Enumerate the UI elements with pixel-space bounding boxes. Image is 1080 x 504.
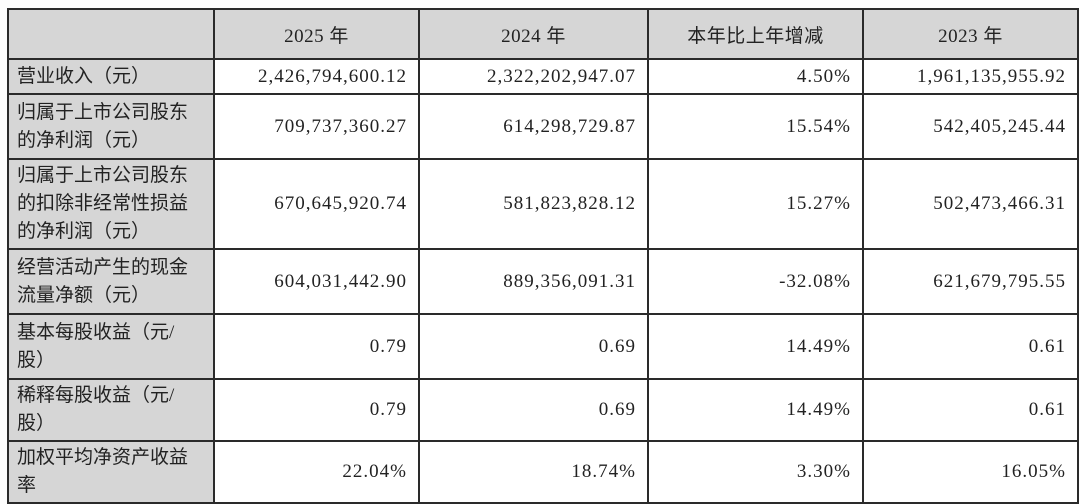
col-header-2024: 2024 年 bbox=[418, 8, 649, 60]
row-label-diluted-eps: 稀释每股收益（元/股） bbox=[7, 378, 215, 442]
value-cell: 604,031,442.90 bbox=[213, 248, 420, 315]
value-cell: 621,679,795.55 bbox=[862, 248, 1079, 315]
value-cell: 889,356,091.31 bbox=[418, 248, 649, 315]
row-label-net-profit-excl-nonrecurring: 归属于上市公司股东的扣除非经常性损益的净利润（元） bbox=[7, 158, 215, 250]
header-row: 2025 年 2024 年 本年比上年增减 2023 年 bbox=[7, 8, 1079, 60]
table-row: 归属于上市公司股东的扣除非经常性损益的净利润（元） 670,645,920.74… bbox=[7, 158, 1079, 250]
col-header-yoy-change: 本年比上年增减 bbox=[647, 8, 864, 60]
value-cell: 0.79 bbox=[213, 378, 420, 442]
value-cell: 15.27% bbox=[647, 158, 864, 250]
row-label-revenue: 营业收入（元） bbox=[7, 58, 215, 95]
value-cell: 18.74% bbox=[418, 440, 649, 504]
value-cell: 22.04% bbox=[213, 440, 420, 504]
value-cell: 0.69 bbox=[418, 378, 649, 442]
table-row: 营业收入（元） 2,426,794,600.12 2,322,202,947.0… bbox=[7, 58, 1079, 95]
value-cell: 0.61 bbox=[862, 378, 1079, 442]
value-cell: 0.69 bbox=[418, 313, 649, 380]
table-row: 稀释每股收益（元/股） 0.79 0.69 14.49% 0.61 bbox=[7, 378, 1079, 442]
value-cell: 0.61 bbox=[862, 313, 1079, 380]
col-header-2023: 2023 年 bbox=[862, 8, 1079, 60]
value-cell: 502,473,466.31 bbox=[862, 158, 1079, 250]
col-header-2025: 2025 年 bbox=[213, 8, 420, 60]
value-cell: 670,645,920.74 bbox=[213, 158, 420, 250]
row-label-basic-eps: 基本每股收益（元/股） bbox=[7, 313, 215, 380]
table-row: 归属于上市公司股东的净利润（元） 709,737,360.27 614,298,… bbox=[7, 93, 1079, 160]
value-cell: -32.08% bbox=[647, 248, 864, 315]
value-cell: 0.79 bbox=[213, 313, 420, 380]
table-row: 经营活动产生的现金流量净额（元） 604,031,442.90 889,356,… bbox=[7, 248, 1079, 315]
value-cell: 709,737,360.27 bbox=[213, 93, 420, 160]
value-cell: 15.54% bbox=[647, 93, 864, 160]
row-label-operating-cash-flow: 经营活动产生的现金流量净额（元） bbox=[7, 248, 215, 315]
value-cell: 542,405,245.44 bbox=[862, 93, 1079, 160]
value-cell: 2,322,202,947.07 bbox=[418, 58, 649, 95]
corner-header-cell bbox=[7, 8, 215, 60]
value-cell: 2,426,794,600.12 bbox=[213, 58, 420, 95]
value-cell: 4.50% bbox=[647, 58, 864, 95]
table-row: 基本每股收益（元/股） 0.79 0.69 14.49% 0.61 bbox=[7, 313, 1079, 380]
value-cell: 14.49% bbox=[647, 378, 864, 442]
row-label-net-profit: 归属于上市公司股东的净利润（元） bbox=[7, 93, 215, 160]
value-cell: 3.30% bbox=[647, 440, 864, 504]
value-cell: 16.05% bbox=[862, 440, 1079, 504]
value-cell: 581,823,828.12 bbox=[418, 158, 649, 250]
value-cell: 14.49% bbox=[647, 313, 864, 380]
financial-summary-table: 2025 年 2024 年 本年比上年增减 2023 年 营业收入（元） 2,4… bbox=[7, 8, 1079, 504]
table-row: 加权平均净资产收益率 22.04% 18.74% 3.30% 16.05% bbox=[7, 440, 1079, 504]
row-label-weighted-avg-roe: 加权平均净资产收益率 bbox=[7, 440, 215, 504]
value-cell: 1,961,135,955.92 bbox=[862, 58, 1079, 95]
value-cell: 614,298,729.87 bbox=[418, 93, 649, 160]
